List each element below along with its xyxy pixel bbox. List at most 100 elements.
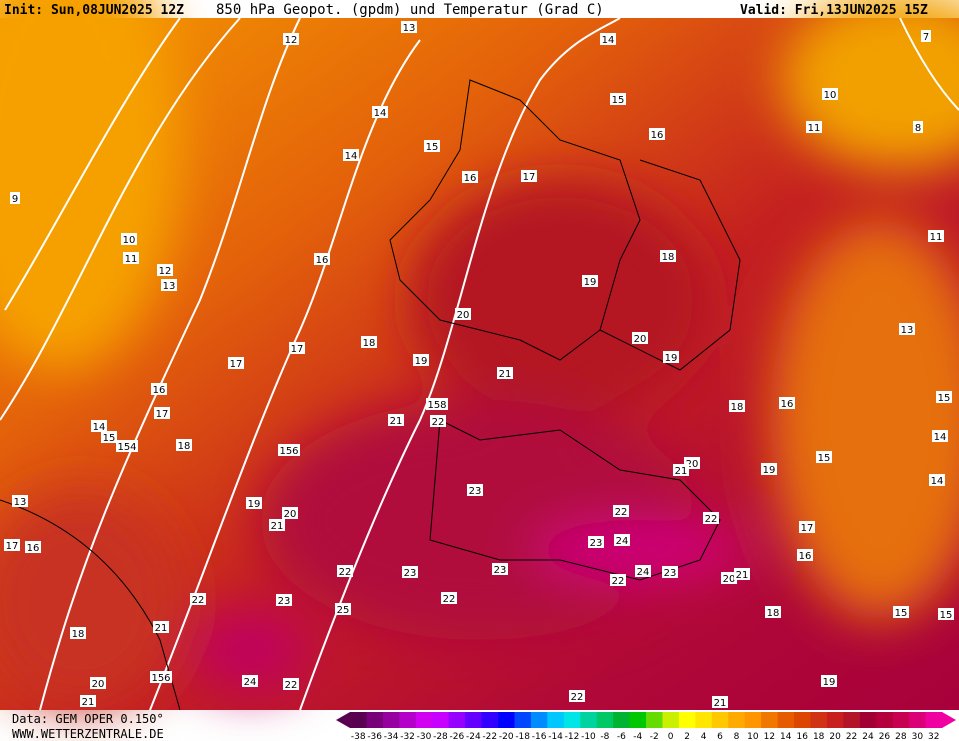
contour-label: 21	[736, 570, 749, 581]
contour-label-box	[932, 430, 948, 442]
colorbar-swatch	[498, 712, 515, 728]
colorbar-tick-label: -28	[433, 732, 448, 741]
colorbar-tick-label: -34	[384, 732, 399, 741]
colorbar-swatch	[580, 712, 598, 728]
contour-label-box	[426, 398, 448, 410]
contour-label: 14	[93, 422, 106, 433]
contour-label: 15	[940, 610, 953, 621]
colorbar-tick-label: -24	[466, 732, 481, 741]
contour-label-box	[729, 400, 745, 412]
colorbar-swatch	[613, 712, 631, 728]
contour-label-box	[402, 566, 418, 578]
contour-label: 8	[915, 123, 921, 134]
contour-label: 14	[345, 151, 358, 162]
colorbar-tick-label: -20	[499, 732, 514, 741]
contour-label-box	[816, 451, 832, 463]
contour-label: 25	[337, 605, 350, 616]
contour-label: 15	[895, 608, 908, 619]
borders	[0, 79, 741, 711]
contour-label-box	[430, 415, 446, 427]
contour-label-box	[151, 383, 167, 395]
contour-label-box	[123, 252, 139, 264]
contour-label-box	[176, 439, 192, 451]
contour-label-box	[649, 128, 665, 140]
contour-label-box	[610, 574, 626, 586]
contour-label-box	[455, 308, 471, 320]
contour-label: 154	[117, 442, 136, 453]
contour-label-box	[797, 549, 813, 561]
contour-label: 18	[72, 629, 85, 640]
contour-label-box	[893, 606, 909, 618]
contour-label: 21	[499, 369, 512, 380]
map-title: 850 hPa Geopot. (gpdm) und Temperatur (G…	[216, 2, 604, 18]
contour-label-box	[121, 233, 137, 245]
contour-label-box	[899, 323, 915, 335]
colorbar-tick-label: -18	[515, 732, 530, 741]
colorbar-tick-label: -6	[617, 732, 626, 741]
colorbar-swatch	[415, 712, 433, 728]
contour-label: 18	[767, 608, 780, 619]
contour-label: 11	[808, 123, 821, 134]
contour-label: 15	[103, 433, 116, 444]
contour-label: 23	[469, 486, 482, 497]
colorbar-tick-label: 18	[813, 732, 825, 741]
contour-label: 18	[363, 338, 376, 349]
colorbar-swatch	[695, 712, 713, 728]
colorbar-arrow-left	[336, 712, 350, 728]
contour-label-box	[4, 539, 20, 551]
contour-label: 156	[279, 446, 298, 457]
contour-label-box	[278, 444, 300, 456]
colorbar-swatch	[465, 712, 483, 728]
colorbar-swatch	[777, 712, 795, 728]
contour-label-box	[921, 30, 931, 42]
colorbar-tick-label: -30	[417, 732, 432, 741]
colorbar-swatch	[744, 712, 762, 728]
colorbar-tick-label: 22	[846, 732, 857, 741]
colorbar-tick-label: 8	[734, 732, 740, 741]
contour-label-box	[635, 565, 651, 577]
contour-label-box	[314, 253, 330, 265]
contour-label-box	[10, 192, 20, 204]
contour-label: 7	[923, 32, 929, 43]
contour-label: 18	[731, 402, 744, 413]
contour-label: 21	[271, 521, 284, 532]
contour-label: 24	[244, 677, 257, 688]
colorbar-swatch	[662, 712, 680, 728]
contour-label: 16	[153, 385, 166, 396]
contour-label-box	[462, 171, 478, 183]
contour-label-box	[610, 93, 626, 105]
contour-label-box	[673, 464, 689, 476]
contour-label: 18	[662, 252, 675, 263]
contour-label-box	[582, 275, 598, 287]
contour-label: 14	[602, 35, 615, 46]
contour-label-box	[161, 279, 177, 291]
contour-label-box	[70, 627, 86, 639]
contour-label: 12	[285, 35, 298, 46]
contour-label-box	[101, 431, 117, 443]
init-label: Init: Sun,08JUN2025 12Z	[4, 3, 184, 18]
contour-label: 17	[230, 359, 243, 370]
contour-label-box	[492, 563, 508, 575]
colorbar-swatch	[678, 712, 696, 728]
colorbar-tick-label: 28	[895, 732, 907, 741]
contour-label-box	[25, 541, 41, 553]
colorbar-tick-label: -4	[633, 732, 642, 741]
contour-label-box	[734, 568, 750, 580]
contour-label-box	[799, 521, 815, 533]
contour-label-box	[497, 367, 513, 379]
contour-label-box	[779, 397, 795, 409]
contour-label: 13	[901, 325, 914, 336]
contour-label-box	[703, 512, 719, 524]
colorbar-tick-label: -14	[548, 732, 563, 741]
colorbar-swatch	[794, 712, 811, 728]
contour-label-box	[12, 495, 28, 507]
contour-label: 11	[125, 254, 138, 265]
contour-label-box	[424, 140, 440, 152]
contour-label: 15	[818, 453, 831, 464]
contour-label: 17	[6, 541, 19, 552]
colorbar-tick-label: 16	[796, 732, 808, 741]
contour-label-box	[663, 351, 679, 363]
colorbar-tick-label: 6	[717, 732, 723, 741]
contour-label-box	[936, 391, 952, 403]
